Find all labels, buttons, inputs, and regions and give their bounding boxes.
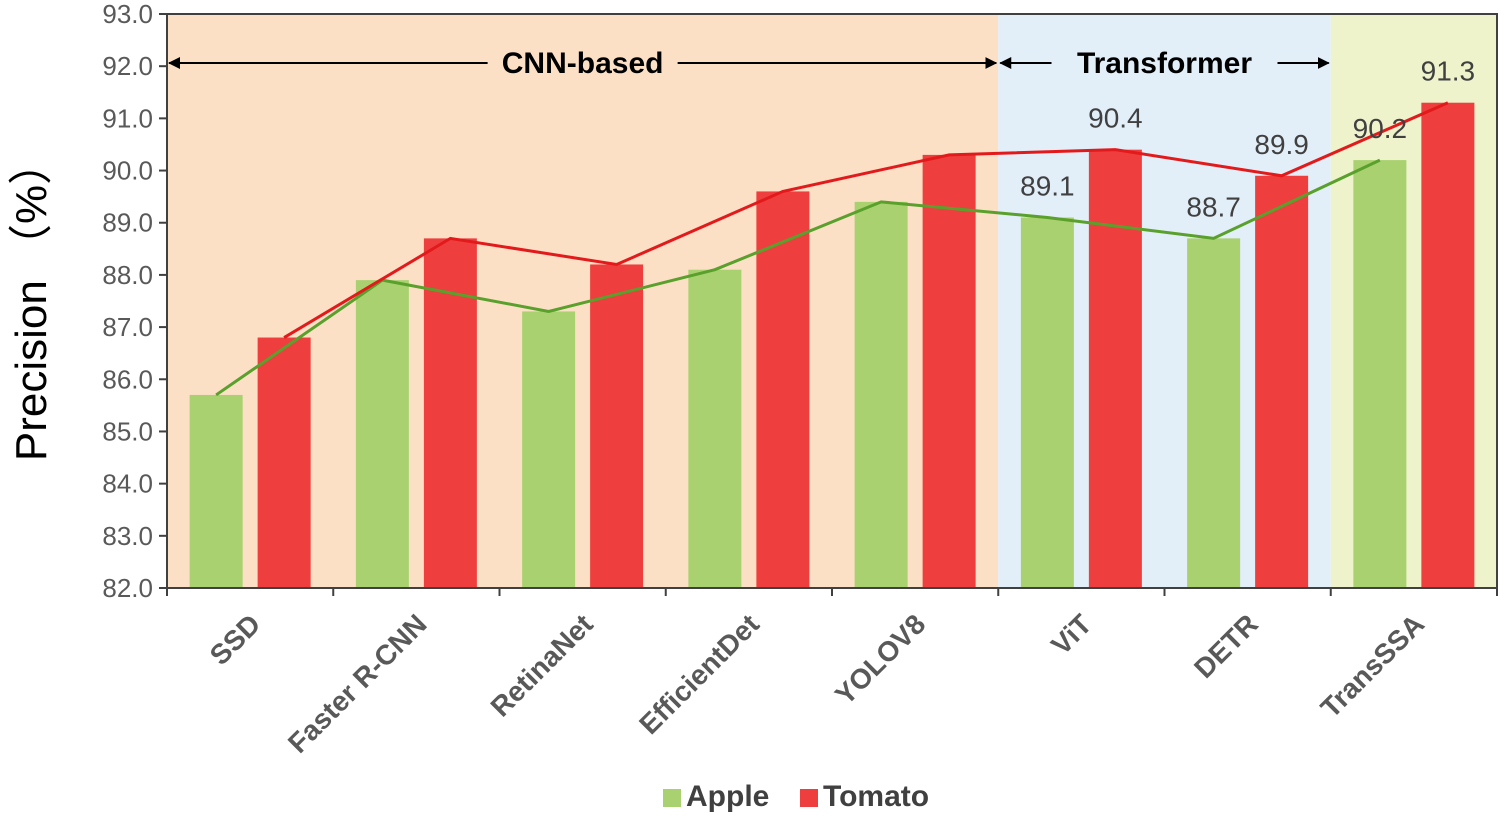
category-label-1: Faster R-CNN — [282, 608, 433, 759]
legend-swatch-apple — [663, 789, 681, 807]
y-tick-label-5: 87.0 — [102, 312, 153, 342]
bar-tomato-3 — [756, 191, 810, 588]
data-label-apple-6: 88.7 — [1186, 191, 1241, 222]
y-tick-label-10: 92.0 — [102, 51, 153, 81]
data-label-apple-5: 89.1 — [1020, 171, 1075, 202]
bar-apple-3 — [688, 269, 742, 588]
bar-tomato-6 — [1255, 175, 1309, 588]
category-label-0: SSD — [204, 608, 267, 671]
y-tick-label-4: 86.0 — [102, 364, 153, 394]
bar-apple-4 — [854, 201, 908, 588]
legend-label-apple: Apple — [686, 780, 769, 813]
y-tick-label-3: 85.0 — [102, 416, 153, 446]
bar-tomato-0 — [257, 337, 311, 588]
bar-tomato-7 — [1421, 102, 1475, 588]
category-label-7: TransSSA — [1315, 608, 1430, 723]
bar-apple-0 — [189, 394, 243, 588]
y-tick-label-1: 83.0 — [102, 521, 153, 551]
y-tick-label-9: 91.0 — [102, 103, 153, 133]
category-label-6: DETR — [1188, 608, 1264, 684]
bar-tomato-5 — [1088, 149, 1142, 588]
data-label-apple-7: 90.2 — [1353, 113, 1408, 144]
bar-apple-6 — [1187, 238, 1241, 588]
y-axis-label: Precision （%） — [7, 141, 56, 461]
category-label-2: RetinaNet — [485, 608, 599, 722]
data-label-tomato-5: 90.4 — [1088, 103, 1143, 134]
y-tick-label-0: 82.0 — [102, 573, 153, 603]
bar-apple-7 — [1353, 160, 1407, 589]
category-label-3: EfficientDet — [633, 608, 765, 740]
legend-swatch-tomato — [800, 789, 818, 807]
bar-tomato-4 — [922, 154, 976, 588]
line-apple — [215, 158, 1381, 397]
data-label-tomato-6: 89.9 — [1254, 129, 1309, 160]
bar-apple-5 — [1020, 217, 1074, 588]
region-label-1: Transformer — [1077, 47, 1252, 80]
region-label-0: CNN-based — [502, 47, 664, 80]
legend-label-tomato: Tomato — [823, 780, 929, 813]
bar-tomato-2 — [590, 264, 644, 588]
y-tick-label-11: 93.0 — [102, 0, 153, 29]
y-tick-label-2: 84.0 — [102, 469, 153, 499]
category-label-4: YOLOV8 — [829, 608, 931, 710]
y-tick-label-7: 89.0 — [102, 208, 153, 238]
bar-apple-1 — [355, 280, 409, 588]
data-label-tomato-7: 91.3 — [1421, 56, 1476, 87]
line-tomato — [283, 101, 1449, 339]
y-tick-label-6: 88.0 — [102, 260, 153, 290]
category-label-5: ViT — [1045, 608, 1097, 660]
bar-apple-2 — [522, 311, 576, 588]
y-tick-label-8: 90.0 — [102, 156, 153, 186]
